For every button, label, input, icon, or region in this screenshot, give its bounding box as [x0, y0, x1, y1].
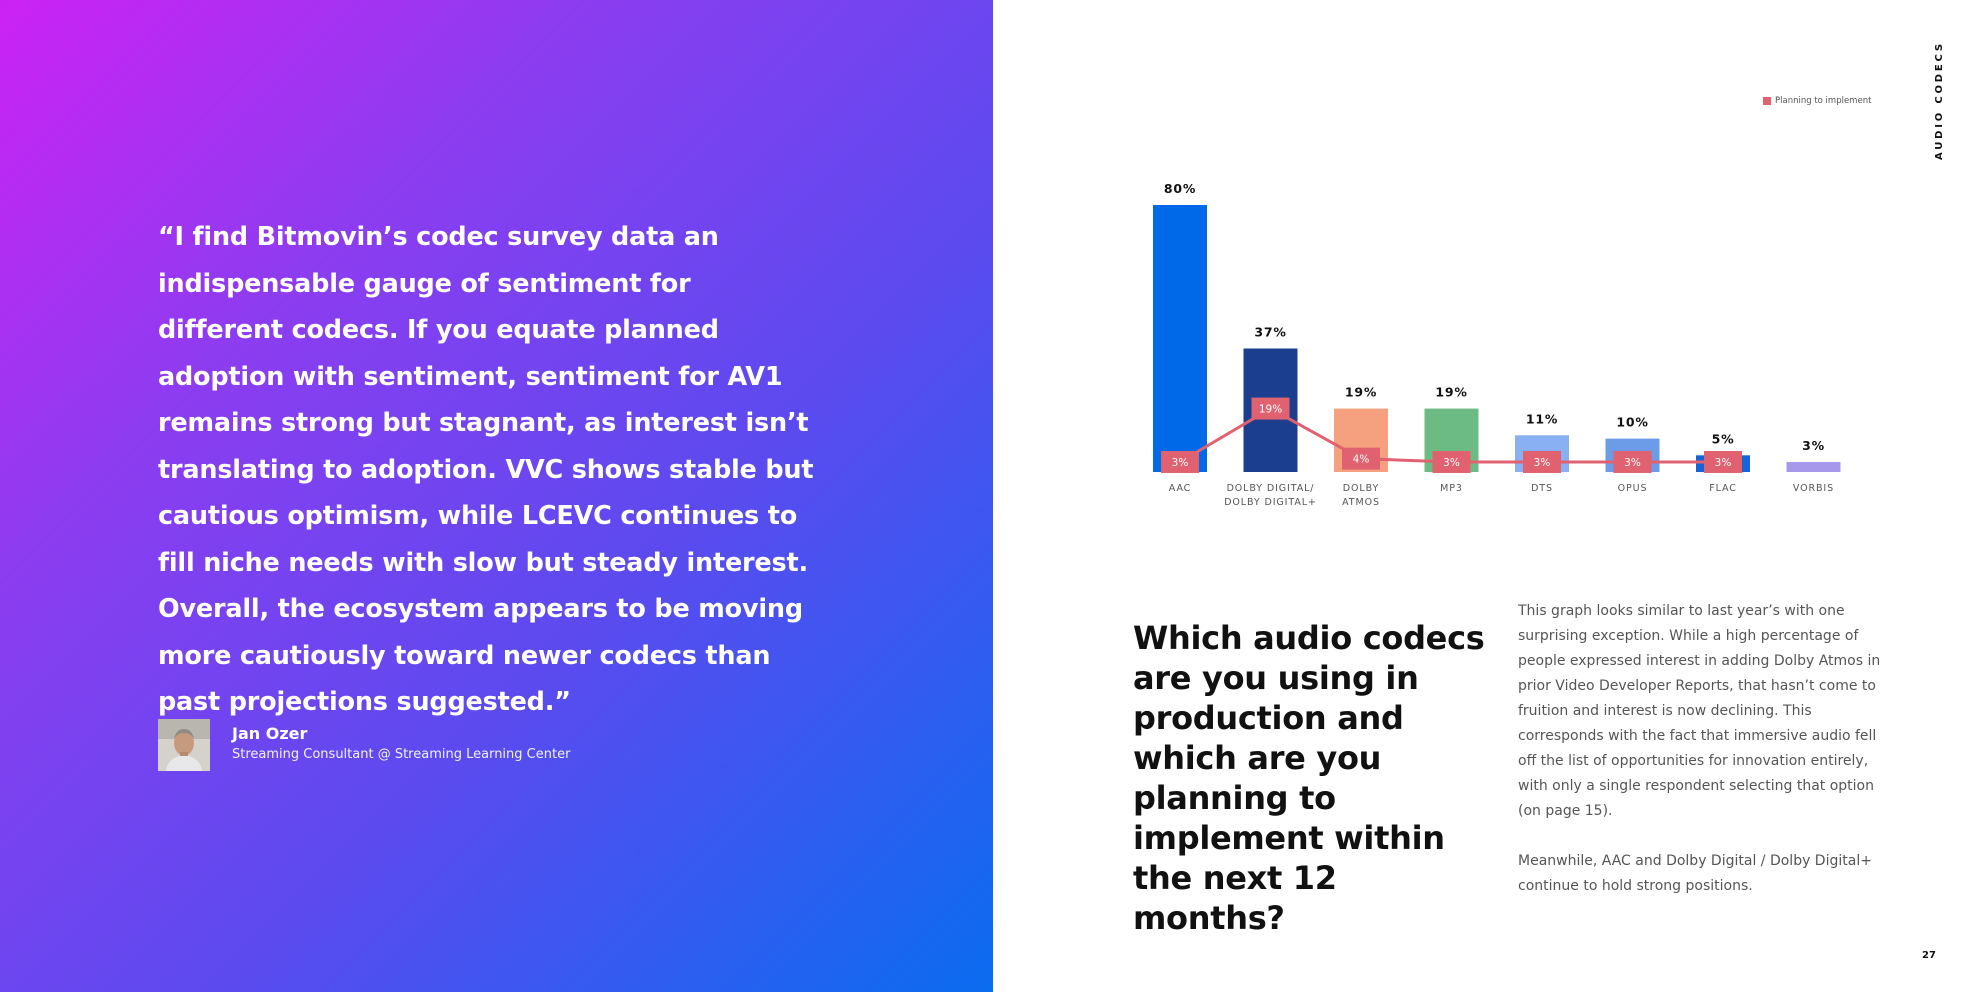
- author-title: Streaming Consultant @ Streaming Learnin…: [232, 747, 571, 762]
- legend-swatch-planning: [1763, 97, 1771, 105]
- category-label: DOLBY DIGITAL+: [1224, 497, 1317, 508]
- category-label: MP3: [1440, 483, 1463, 494]
- category-label: FLAC: [1709, 483, 1737, 494]
- legend-label-planning: Planning to implement: [1775, 96, 1872, 106]
- planning-value-label: 3%: [1443, 457, 1460, 469]
- bar-value-label: 11%: [1526, 411, 1558, 426]
- bar-value-label: 19%: [1345, 385, 1377, 400]
- bar-value-label: 19%: [1435, 385, 1467, 400]
- planning-marker: [1161, 450, 1199, 473]
- planning-value-label: 3%: [1172, 457, 1189, 469]
- bar-value-label: 3%: [1802, 438, 1825, 453]
- bar-value-label: 37%: [1254, 325, 1286, 340]
- quote-text: “I find Bitmovin’s codec survey data an …: [158, 222, 814, 717]
- planning-marker: [1432, 450, 1471, 473]
- planning-value-label: 3%: [1715, 457, 1732, 469]
- planning-value-label: 3%: [1624, 457, 1641, 469]
- bar-value-label: 10%: [1616, 415, 1648, 430]
- category-label: DOLBY DIGITAL/: [1227, 483, 1315, 494]
- category-label: OPUS: [1618, 483, 1648, 494]
- body-text: This graph looks similar to last year’s …: [1518, 599, 1893, 924]
- bar-value-label: 5%: [1712, 431, 1735, 446]
- category-label: ATMOS: [1342, 497, 1380, 508]
- planning-value-label: 4%: [1353, 454, 1370, 466]
- page-number: 27: [1922, 950, 1936, 961]
- bar-value-label: 80%: [1164, 181, 1196, 196]
- author-name: Jan Ozer: [232, 724, 308, 743]
- question-heading: Which audio codecs are you using in prod…: [1133, 619, 1485, 937]
- planning-marker: [1342, 447, 1380, 470]
- chart-legend: Planning to implement: [1763, 96, 1871, 106]
- planning-value-label: 19%: [1259, 404, 1282, 416]
- planning-marker: [1613, 450, 1652, 473]
- category-label: VORBIS: [1793, 483, 1834, 494]
- body-paragraph-2: Meanwhile, AAC and Dolby Digital / Dolby…: [1518, 853, 1872, 894]
- quote-panel: “I find Bitmovin’s codec survey data an …: [0, 0, 993, 992]
- category-label: DTS: [1531, 483, 1553, 494]
- planning-value-label: 3%: [1534, 457, 1551, 469]
- body-paragraph-1: This graph looks similar to last year’s …: [1518, 603, 1881, 819]
- planning-marker: [1251, 397, 1290, 420]
- planning-marker: [1523, 450, 1561, 473]
- category-label: AAC: [1169, 483, 1191, 494]
- category-label: DOLBY: [1343, 483, 1379, 494]
- bar: [1153, 205, 1207, 472]
- author-avatar: [158, 719, 210, 771]
- planning-marker: [1704, 450, 1742, 473]
- bar: [1786, 461, 1841, 472]
